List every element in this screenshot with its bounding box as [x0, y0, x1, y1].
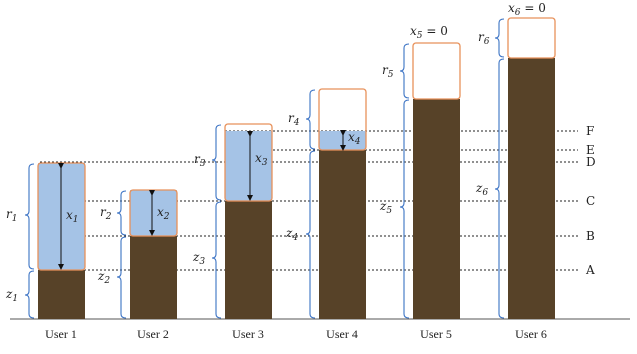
user-6-label: User 6: [515, 327, 547, 341]
user-5-r-brace: [399, 43, 410, 99]
user-2-x-label: x2: [157, 205, 170, 222]
user-2-z-label: z2: [97, 269, 110, 286]
user-1-z-label: z1: [5, 287, 18, 304]
user-2-column: [129, 189, 178, 319]
user-1-base: [38, 270, 85, 319]
level-label-d: D: [586, 155, 596, 169]
user-5-z-brace: [399, 99, 410, 319]
user-6-x-label: x6 = 0: [508, 1, 546, 18]
user-6-column: [507, 17, 556, 319]
user-6-r-brace: [494, 18, 505, 58]
user-3-r-label: r3: [194, 152, 206, 169]
user-1-z-brace: [24, 270, 35, 319]
user-1-r-label: r1: [6, 207, 17, 224]
user-5-z-label: z5: [379, 199, 392, 216]
level-label-e: E: [586, 143, 595, 157]
user-6-z-brace: [494, 58, 505, 319]
user-3-z-brace: [211, 201, 222, 319]
user-4-r-brace: [305, 89, 316, 150]
user-5-x-label: x5 = 0: [410, 24, 448, 41]
user-2-r-label: r2: [100, 205, 112, 222]
user-4-x-label: x4: [348, 130, 361, 147]
user-3-frame: [224, 123, 273, 202]
user-3-base: [225, 201, 272, 319]
user-4-label: User 4: [326, 327, 358, 341]
user-5-base: [413, 99, 460, 319]
user-2-label: User 2: [137, 327, 169, 341]
user-6-frame: [507, 17, 556, 59]
user-5-column: [412, 42, 461, 319]
user-1-r-brace: [24, 163, 35, 270]
user-3-z-label: z3: [192, 250, 205, 267]
user-5-r-label: r5: [382, 63, 394, 80]
user-4-z-brace: [305, 150, 316, 319]
user-1-x-label: x1: [66, 208, 79, 225]
user-2-r-brace: [116, 190, 127, 236]
user-1-label: User 1: [45, 327, 77, 341]
level-label-a: A: [585, 263, 595, 277]
user-4-column: [318, 88, 367, 319]
user-6-z-label: z6: [475, 181, 488, 198]
user-5-frame: [412, 42, 461, 100]
level-label-c: C: [586, 194, 595, 208]
user-6-r-label: r6: [478, 30, 490, 47]
level-label-b: B: [586, 229, 595, 243]
user-2-fill: [130, 190, 177, 236]
user-3-label: User 3: [232, 327, 264, 341]
user-3-column: [224, 123, 273, 319]
user-2-base: [130, 236, 177, 319]
level-label-f: F: [586, 124, 594, 138]
braces: [24, 18, 505, 319]
user-4-r-label: r4: [288, 111, 300, 128]
user-4-z-label: z4: [285, 226, 298, 243]
user-1-column: [37, 162, 86, 319]
user-2-z-brace: [116, 236, 127, 319]
user-3-r-brace: [211, 124, 222, 201]
user-4-base: [319, 150, 366, 319]
user-3-x-label: x3: [255, 151, 268, 168]
user-6-base: [508, 58, 555, 319]
user-5-label: User 5: [420, 327, 452, 341]
